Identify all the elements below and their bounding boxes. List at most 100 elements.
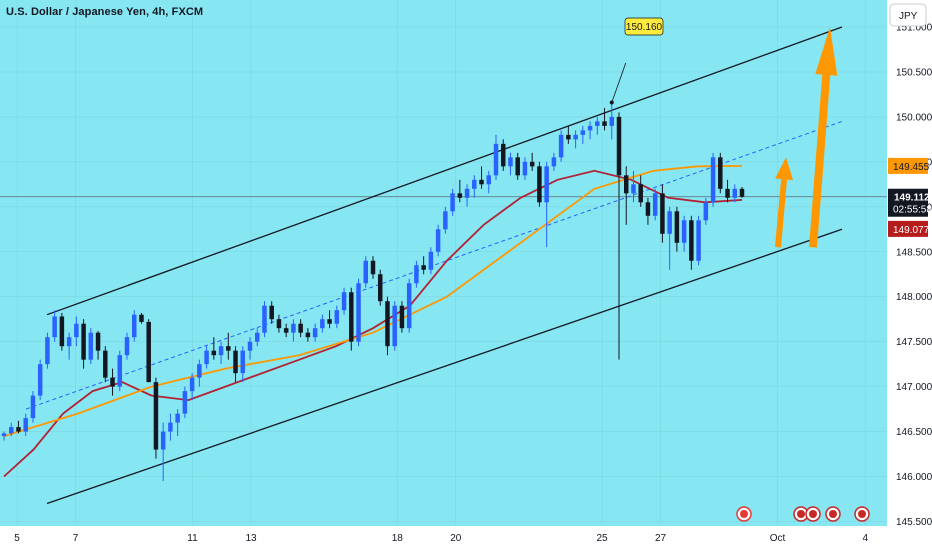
candle-body: [312, 328, 318, 338]
candle-body: [283, 328, 289, 333]
candle-body: [226, 346, 231, 351]
x-tick-label: 5: [14, 533, 20, 544]
candle-body: [110, 377, 115, 387]
candle-body: [95, 332, 101, 351]
candle-body: [45, 337, 50, 365]
candle-body: [652, 193, 658, 216]
y-tick-label: 147.500: [896, 337, 932, 348]
price-badge-orange: [888, 157, 928, 174]
candle-body: [472, 179, 477, 189]
candle-body: [276, 319, 282, 329]
candle-body: [508, 157, 513, 167]
candle-body: [8, 427, 14, 434]
x-tick-label: 13: [245, 533, 257, 544]
price-badge-current: [888, 188, 928, 217]
candle-body: [189, 377, 195, 392]
candle-body: [631, 184, 636, 194]
candle-body: [377, 274, 383, 302]
candle-body: [573, 134, 578, 140]
candle-body: [602, 121, 607, 126]
grid-lines: [0, 0, 887, 526]
candle-body: [218, 346, 224, 356]
y-tick-label: 145.500: [896, 517, 932, 528]
candle-body: [59, 316, 65, 347]
callout-box: [624, 17, 664, 36]
price-badge-red: [888, 220, 928, 237]
candle-body: [341, 292, 347, 311]
candle-body: [254, 332, 260, 342]
currency-badge-label[interactable]: JPY: [899, 11, 918, 22]
event-flag-icon-inner: [829, 510, 837, 518]
candle-body: [399, 305, 405, 329]
candle-body: [370, 260, 376, 275]
forecast-arrows: [775, 27, 838, 248]
x-tick-label: Oct: [770, 533, 786, 544]
y-tick-label: 148.000: [896, 292, 932, 303]
candle-body: [66, 337, 72, 347]
candle-body: [674, 211, 680, 243]
candle-body: [363, 260, 369, 284]
event-flag-icon-inner: [858, 510, 866, 518]
forecast-arrow-small: [775, 157, 793, 248]
candle-body: [117, 355, 123, 387]
currency-badge[interactable]: [889, 3, 927, 27]
plot-background: [0, 0, 887, 526]
candle-body: [595, 121, 600, 126]
channel-top-line: [46, 26, 843, 316]
x-axis: 57111318202527Oct491116: [0, 526, 887, 550]
callout-label: 150.160: [626, 22, 663, 33]
y-tick-label: 146.000: [896, 472, 932, 483]
channel-mid-line: [25, 120, 843, 410]
candle-body: [298, 323, 303, 333]
candle-body: [168, 422, 173, 432]
candle-body: [479, 179, 484, 185]
event-icons: [736, 506, 870, 522]
x-tick-label: 20: [450, 533, 462, 544]
candle-body: [558, 134, 564, 158]
candle-body: [262, 305, 267, 333]
y-axis-background: [887, 0, 932, 550]
chart-title: U.S. Dollar / Japanese Yen, 4h, FXCM: [6, 6, 204, 18]
x-axis-background: [0, 526, 887, 550]
x-tick-label: 7: [73, 533, 79, 544]
candle-body: [247, 341, 253, 351]
candle-body: [623, 175, 629, 194]
candle-body: [52, 316, 57, 338]
candle-body: [197, 364, 202, 378]
candle-body: [327, 319, 332, 324]
candle-body: [718, 157, 723, 189]
candle-body: [175, 413, 180, 423]
price-badge-red-text: 149.077: [893, 225, 930, 236]
candle-body: [667, 211, 672, 234]
candles: [1, 102, 745, 482]
x-tick-label: 25: [596, 533, 608, 544]
candle-body: [537, 166, 542, 203]
candle-body: [609, 116, 615, 126]
candle-body: [689, 220, 694, 261]
candle-body: [269, 305, 274, 320]
candle-body: [392, 305, 397, 347]
candle-body: [500, 143, 506, 167]
candle-body: [146, 321, 151, 383]
candle-body: [616, 116, 622, 176]
candle-body: [139, 314, 144, 322]
price-badge-current-text: 149.112: [894, 193, 930, 204]
candle-body: [638, 184, 643, 203]
candle-body: [522, 161, 528, 176]
candle-body: [710, 157, 716, 203]
event-flag-icon-inner: [797, 510, 805, 518]
candle-body: [681, 220, 687, 243]
candle-body: [414, 265, 419, 284]
candle-body: [1, 433, 7, 437]
candle-body: [74, 323, 79, 338]
moving-average-red: [3, 169, 743, 478]
candle-body: [435, 229, 441, 252]
candle-body: [160, 431, 166, 450]
candle-body: [660, 193, 665, 234]
candle-body: [23, 418, 28, 432]
candle-body: [291, 323, 296, 333]
candle-body: [544, 166, 549, 203]
x-tick-label: 4: [862, 533, 868, 544]
candle-body: [428, 251, 434, 270]
